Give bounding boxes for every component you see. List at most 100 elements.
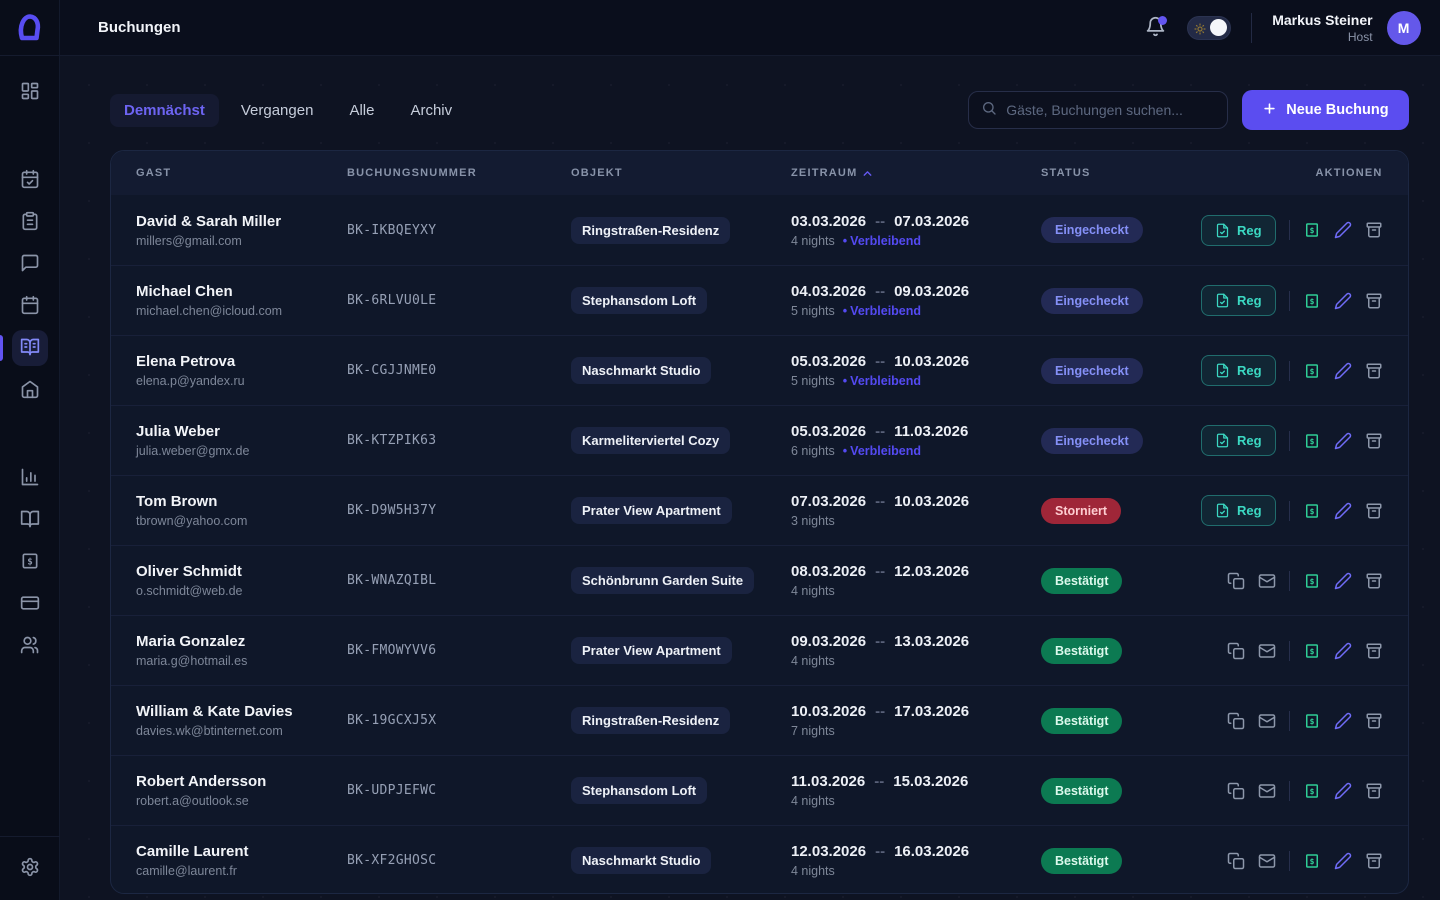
svg-text:$: $: [1309, 366, 1314, 376]
sidebar-item-payments[interactable]: $: [12, 544, 48, 580]
sidebar-item-bookings[interactable]: [0, 330, 48, 366]
registration-button[interactable]: Reg: [1201, 285, 1276, 316]
table-row[interactable]: Oliver Schmidt o.schmidt@web.de BK-WNAZQ…: [111, 545, 1408, 615]
table-row[interactable]: Elena Petrova elena.p@yandex.ru BK-CGJJN…: [111, 335, 1408, 405]
sidebar-item-cards[interactable]: [12, 586, 48, 622]
check-out-date: 10.03.2026: [894, 353, 970, 370]
check-out-date: 09.03.2026: [894, 283, 970, 300]
sidebar-item-tasks[interactable]: [12, 204, 48, 240]
nights-count: 4 nights: [791, 654, 835, 668]
sidebar-item-guests[interactable]: [12, 628, 48, 664]
date-range-separator: --: [875, 493, 886, 510]
guest-cell: Julia Weber julia.weber@gmx.de: [136, 423, 347, 458]
search-input[interactable]: [1006, 102, 1216, 118]
edit-booking-button[interactable]: [1334, 292, 1352, 310]
payment-button[interactable]: $: [1303, 362, 1321, 380]
status-badge: Storniert: [1041, 497, 1122, 524]
registration-button[interactable]: Reg: [1201, 495, 1276, 526]
tab-archiv[interactable]: Archiv: [396, 94, 466, 127]
nights-count: 7 nights: [791, 724, 835, 738]
table-row[interactable]: Tom Brown tbrown@yahoo.com BK-D9W5H37Y P…: [111, 475, 1408, 545]
remaining-indicator: • Verbleibend: [842, 374, 922, 388]
payment-button[interactable]: $: [1303, 852, 1321, 870]
payment-button[interactable]: $: [1303, 712, 1321, 730]
reg-label: Reg: [1237, 293, 1262, 308]
registration-button[interactable]: Reg: [1201, 214, 1276, 246]
edit-booking-button[interactable]: [1334, 502, 1352, 520]
copy-booking-button[interactable]: [1227, 852, 1245, 870]
copy-booking-button[interactable]: [1227, 572, 1245, 590]
table-row[interactable]: Michael Chen michael.chen@icloud.com BK-…: [111, 265, 1408, 335]
archive-booking-button[interactable]: [1365, 712, 1383, 730]
payment-button[interactable]: $: [1303, 782, 1321, 800]
email-guest-button[interactable]: [1258, 782, 1276, 800]
copy-booking-button[interactable]: [1227, 642, 1245, 660]
sidebar-item-dashboard[interactable]: [12, 74, 48, 110]
payment-button[interactable]: $: [1303, 292, 1321, 310]
payment-button[interactable]: $: [1303, 432, 1321, 450]
check-in-date: 05.03.2026: [791, 353, 867, 370]
email-guest-button[interactable]: [1258, 712, 1276, 730]
sidebar-item-messages[interactable]: [12, 246, 48, 282]
sidebar-item-settings[interactable]: [12, 850, 48, 886]
archive-booking-button[interactable]: [1365, 292, 1383, 310]
column-header-zeitraum[interactable]: Zeitraum: [791, 167, 1041, 180]
new-booking-button[interactable]: Neue Buchung: [1242, 90, 1409, 130]
archive-booking-button[interactable]: [1365, 572, 1383, 590]
registration-button[interactable]: Reg: [1201, 425, 1276, 456]
edit-booking-button[interactable]: [1334, 432, 1352, 450]
sidebar-item-guidebook[interactable]: [12, 502, 48, 538]
archive-booking-button[interactable]: [1365, 852, 1383, 870]
sidebar-item-home[interactable]: [12, 372, 48, 408]
archive-booking-button[interactable]: [1365, 502, 1383, 520]
email-guest-button[interactable]: [1258, 852, 1276, 870]
tab-alle[interactable]: Alle: [335, 94, 388, 127]
payment-button[interactable]: $: [1303, 642, 1321, 660]
table-row[interactable]: Maria Gonzalez maria.g@hotmail.es BK-FMO…: [111, 615, 1408, 685]
email-guest-button[interactable]: [1258, 572, 1276, 590]
sidebar-item-calendar-check[interactable]: [12, 162, 48, 198]
archive-booking-button[interactable]: [1365, 432, 1383, 450]
tab-demnächst[interactable]: Demnächst: [110, 93, 219, 127]
copy-booking-button[interactable]: [1227, 712, 1245, 730]
archive-booking-button[interactable]: [1365, 642, 1383, 660]
archive-booking-button[interactable]: [1365, 782, 1383, 800]
notification-dot: [1158, 15, 1168, 25]
guest-name: Camille Laurent: [136, 843, 249, 860]
payment-button[interactable]: $: [1303, 572, 1321, 590]
edit-booking-button[interactable]: [1334, 782, 1352, 800]
edit-booking-button[interactable]: [1334, 852, 1352, 870]
row-actions: Reg $: [1201, 355, 1383, 386]
tab-vergangen[interactable]: Vergangen: [227, 94, 328, 127]
edit-booking-button[interactable]: [1334, 642, 1352, 660]
date-range-separator: --: [875, 703, 886, 720]
app-logo[interactable]: [0, 0, 60, 56]
email-guest-button[interactable]: [1258, 642, 1276, 660]
sidebar-item-analytics[interactable]: [12, 460, 48, 496]
registration-button[interactable]: Reg: [1201, 355, 1276, 386]
table-row[interactable]: Julia Weber julia.weber@gmx.de BK-KTZPIK…: [111, 405, 1408, 475]
remaining-indicator: • Verbleibend: [842, 233, 922, 248]
document-check-icon: [1215, 503, 1230, 518]
avatar[interactable]: M: [1386, 10, 1421, 45]
object-cell: Ringstraßen-Residenz: [571, 216, 791, 244]
guest-name: William & Kate Davies: [136, 703, 293, 720]
edit-booking-button[interactable]: [1334, 572, 1352, 590]
archive-booking-button[interactable]: [1365, 221, 1383, 239]
table-row[interactable]: Robert Andersson robert.a@outlook.se BK-…: [111, 755, 1408, 825]
table-row[interactable]: William & Kate Davies davies.wk@btintern…: [111, 685, 1408, 755]
archive-booking-button[interactable]: [1365, 362, 1383, 380]
payment-button[interactable]: $: [1303, 221, 1321, 239]
edit-booking-button[interactable]: [1334, 362, 1352, 380]
notifications-button[interactable]: [1143, 15, 1168, 40]
edit-booking-button[interactable]: [1334, 712, 1352, 730]
edit-booking-button[interactable]: [1334, 221, 1352, 239]
check-out-date: 16.03.2026: [894, 843, 970, 860]
table-row[interactable]: Camille Laurent camille@laurent.fr BK-XF…: [111, 825, 1408, 893]
guest-email: millers@gmail.com: [136, 233, 242, 248]
copy-booking-button[interactable]: [1227, 782, 1245, 800]
theme-toggle[interactable]: [1187, 15, 1232, 40]
sidebar-item-calendar[interactable]: [12, 288, 48, 324]
table-row[interactable]: David & Sarah Miller millers@gmail.com B…: [111, 195, 1408, 265]
payment-button[interactable]: $: [1303, 502, 1321, 520]
